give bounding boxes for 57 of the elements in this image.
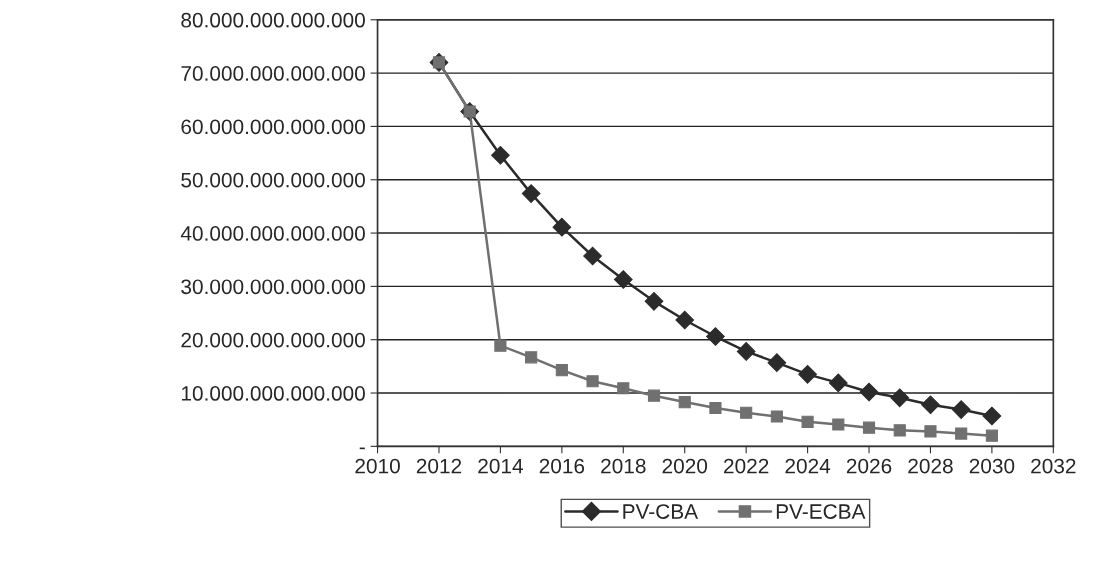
point [921,395,940,415]
point [647,389,661,402]
point [985,429,998,442]
y-tick-label: 40.000.000.000.000 [180,226,365,241]
point [583,246,602,266]
point [924,425,937,438]
legend-label: PV-ECBA [776,504,866,519]
point [613,270,633,289]
point [709,401,722,415]
point [801,415,814,428]
x-tick-label: 2032 [1031,458,1076,474]
point [767,353,787,372]
point [893,424,906,437]
point [859,382,879,402]
point [736,342,756,361]
y-tick-label: - [359,447,365,450]
point [740,406,753,419]
point [617,382,630,395]
legend-label: PV-CBA [623,504,699,519]
point [770,410,783,423]
y-tick-label: 50.000.000.000.000 [181,172,365,188]
y-tick-label: 60.000.000.000.000 [181,119,365,135]
x-tick-label: 2030 [969,458,1015,474]
point [798,365,817,384]
x-tick-label: 2022 [724,458,769,474]
y-tick-label: 20.000.000.000.000 [181,332,365,348]
point [675,310,695,330]
x-tick-label: 2028 [908,458,953,474]
y-tick-label: 30.000.000.000.000 [181,279,365,295]
point [494,339,507,352]
y-tick-label: 10.000.000.000.000 [181,386,365,401]
point [706,327,725,346]
point [644,291,664,311]
y-tick-label: 80.000.000.000.000 [181,12,365,28]
point [521,184,541,203]
point [552,217,572,237]
x-tick-label: 2014 [478,458,523,474]
point [982,406,1002,426]
point [862,421,876,434]
point [586,375,599,388]
x-tick-label: 2026 [846,458,892,474]
x-tick-label: 2024 [785,458,831,474]
point [828,373,848,393]
point [555,364,568,377]
x-tick-label: 2018 [601,458,646,474]
point [525,351,538,364]
point [832,418,845,431]
y-tick-label: 70.000.000.000.000 [181,66,365,81]
point [678,396,691,409]
point [491,145,510,165]
x-tick-label: 2020 [662,458,708,474]
x-tick-label: 2012 [416,458,462,474]
point [890,388,910,408]
point [955,427,968,440]
point [951,400,971,419]
x-tick-label: 2016 [539,458,585,474]
x-tick-label: 2010 [355,458,400,474]
